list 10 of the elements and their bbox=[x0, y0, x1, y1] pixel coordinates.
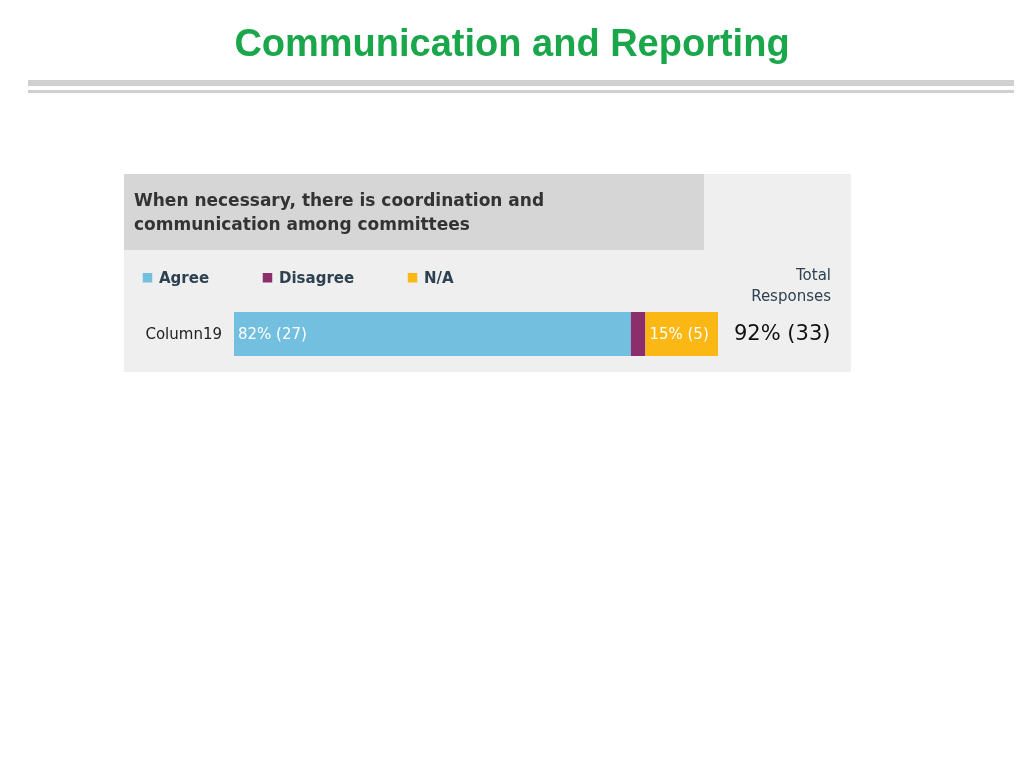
data-label: 15% (5) bbox=[649, 325, 709, 343]
total-label: 92% (33) bbox=[734, 321, 831, 345]
legend-label: Disagree bbox=[279, 268, 355, 287]
legend-label: Agree bbox=[159, 268, 210, 287]
text: Total Responses bbox=[751, 266, 832, 305]
legend-label: N/A bbox=[424, 268, 455, 287]
y-tick-label: Column19 bbox=[145, 325, 222, 343]
chart-subtitle: When necessary, there is coordination and communication among committees bbox=[124, 174, 704, 250]
data-label: 82% (27) bbox=[238, 325, 307, 343]
chart-title: Communication and Reporting bbox=[233, 22, 791, 65]
